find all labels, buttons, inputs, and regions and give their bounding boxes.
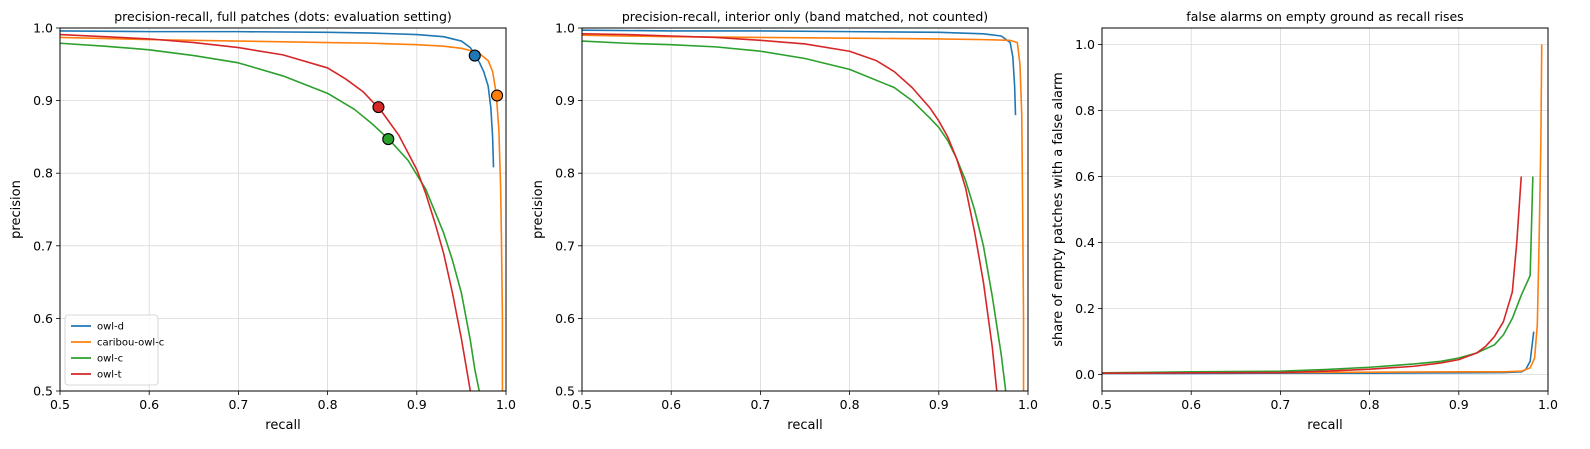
series-line-owl-d xyxy=(582,29,1017,116)
x-tick-label: 0.5 xyxy=(50,397,70,412)
legend: owl-d caribou-owl-c owl-c owl-t xyxy=(64,314,164,386)
x-tick-label: 0.7 xyxy=(1270,397,1290,412)
chart-panel-false-alarms: 0.5 0.6 0.7 0.8 0.9 1.0 0.0 0.2 0.4 0.6 0.8 1.0 fals… xyxy=(1051,9,1558,433)
x-tick-label: 0.9 xyxy=(1449,397,1469,412)
y-tick-label: 0.0 xyxy=(1075,367,1095,382)
x-tick-label: 0.6 xyxy=(139,397,159,412)
y-tick-label: 0.8 xyxy=(555,166,575,181)
legend-label-owl-c: owl-c xyxy=(97,354,123,365)
series-line-owl-t xyxy=(582,33,998,391)
series-line-owl-d xyxy=(1102,331,1535,375)
y-tick-label: 0.2 xyxy=(1075,301,1095,316)
plot-frame xyxy=(1101,27,1549,392)
eval-point-owl-d xyxy=(468,49,481,62)
series-line-owl-t xyxy=(60,33,472,391)
legend-label-caribou-owl-c: caribou-owl-c xyxy=(97,338,164,349)
chart-title: false alarms on empty ground as recall r… xyxy=(1186,9,1463,24)
eval-point-caribou-owl-c xyxy=(491,89,504,102)
y-tick-label: 0.6 xyxy=(1075,169,1095,184)
series-line-caribou-owl-c xyxy=(582,34,1025,391)
series-line-owl-t xyxy=(1102,176,1523,374)
y-tick-label: 0.8 xyxy=(1075,103,1095,118)
legend-box xyxy=(64,314,159,386)
legend-label-owl-d: owl-d xyxy=(97,322,124,333)
x-tick-label: 0.5 xyxy=(1092,397,1112,412)
x-tick-label: 1.0 xyxy=(1018,397,1038,412)
x-tick-label: 0.9 xyxy=(407,397,427,412)
y-tick-label: 0.6 xyxy=(555,311,575,326)
x-tick-label: 0.8 xyxy=(840,397,860,412)
x-tick-label: 0.5 xyxy=(572,397,592,412)
y-tick-label: 0.4 xyxy=(1075,235,1095,250)
x-tick-label: 0.8 xyxy=(318,397,338,412)
series-line-owl-d xyxy=(60,30,495,168)
x-tick-label: 1.0 xyxy=(496,397,516,412)
y-axis-label: share of empty patches with a false alar… xyxy=(1051,72,1066,346)
legend-label-owl-t: owl-t xyxy=(97,370,122,381)
y-tick-label: 0.5 xyxy=(33,384,53,399)
y-tick-label: 1.0 xyxy=(33,21,53,36)
x-axis-label: recall xyxy=(1307,418,1342,433)
series-line-caribou-owl-c xyxy=(1102,44,1543,374)
y-tick-label: 0.5 xyxy=(555,384,575,399)
chart-title: precision-recall, interior only (band ma… xyxy=(622,9,988,24)
y-tick-label: 0.6 xyxy=(33,311,53,326)
chart-panel-full-patches: 0.5 0.6 0.7 0.8 0.9 1.0 0.5 0.6 0.7 0.8 0.9 1.0 prec… xyxy=(9,9,516,433)
series-line-owl-c xyxy=(1102,176,1534,374)
y-axis-label: precision xyxy=(9,180,24,239)
y-tick-label: 0.9 xyxy=(33,93,53,108)
series-line-owl-c xyxy=(582,40,1007,391)
y-tick-label: 0.9 xyxy=(555,93,575,108)
plot-frame xyxy=(581,27,1029,392)
x-tick-label: 0.8 xyxy=(1360,397,1380,412)
plot-frame xyxy=(59,27,507,392)
eval-point-owl-c xyxy=(382,133,395,146)
eval-point-owl-t xyxy=(372,101,385,114)
y-tick-label: 1.0 xyxy=(555,21,575,36)
chart-title: precision-recall, full patches (dots: ev… xyxy=(114,9,452,24)
x-axis-label: recall xyxy=(787,418,822,433)
x-axis-label: recall xyxy=(265,418,300,433)
x-tick-label: 1.0 xyxy=(1538,397,1558,412)
x-tick-label: 0.7 xyxy=(228,397,248,412)
y-tick-label: 1.0 xyxy=(1075,37,1095,52)
x-tick-label: 0.6 xyxy=(1181,397,1201,412)
x-tick-label: 0.6 xyxy=(661,397,681,412)
x-tick-label: 0.9 xyxy=(929,397,949,412)
y-axis-label: precision xyxy=(531,180,546,239)
y-tick-label: 0.7 xyxy=(555,238,575,253)
chart-panel-interior-only: 0.5 0.6 0.7 0.8 0.9 1.0 0.5 0.6 0.7 0.8 0.9 1.0 prec… xyxy=(531,9,1038,433)
y-tick-label: 0.8 xyxy=(33,166,53,181)
x-tick-label: 0.7 xyxy=(750,397,770,412)
y-tick-label: 0.7 xyxy=(33,238,53,253)
